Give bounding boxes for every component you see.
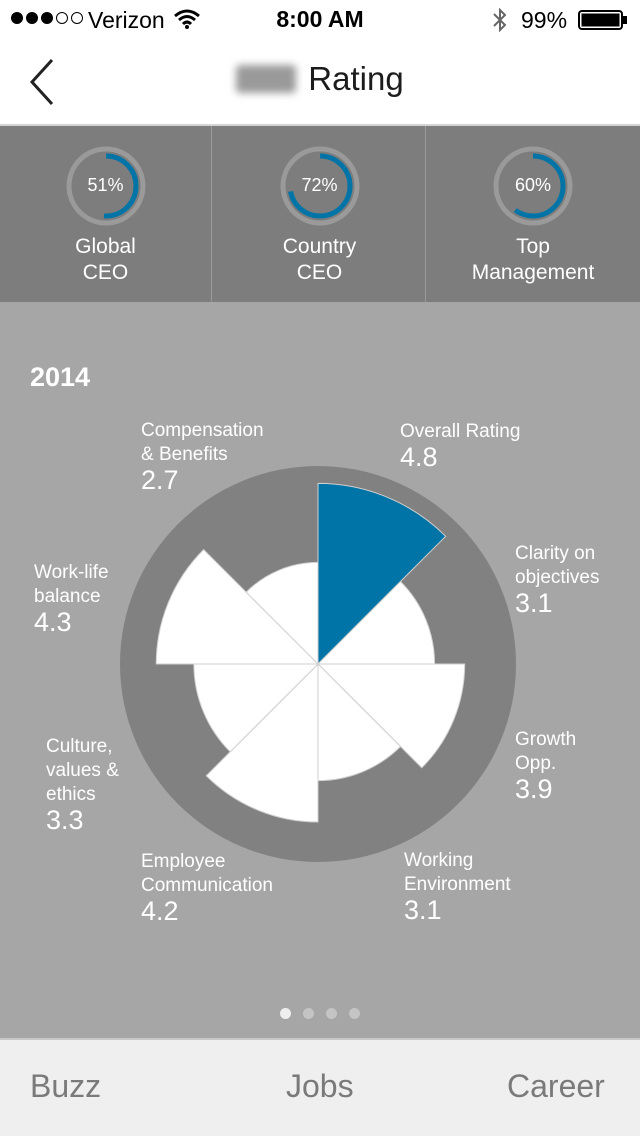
rose-petal[interactable] [316,580,436,665]
rose-petal[interactable] [245,561,319,666]
category-name: & Benefits [141,444,228,465]
gauge-progress-arc [500,153,566,219]
gauge-label: Country CEO [214,234,425,286]
status-time: 8:00 AM [276,6,364,32]
ceo-approval-gauges: 51% Global CEO 72% Country CEO 60% Top M… [0,126,640,302]
page-dot[interactable] [280,1008,291,1019]
gauge-percent: 72% [301,175,338,195]
carrier-name: Verizon [88,7,165,33]
nav-bar: Rating [0,40,640,126]
gauge-ring [280,146,359,226]
category-name: Growth [515,729,577,750]
category-name: ethics [46,784,96,805]
wifi-icon [174,9,200,29]
category-value: 3.1 [515,588,553,618]
gauge-label-line: CEO [82,261,129,284]
label-working-environment: Working Environment 3.1 [404,849,511,924]
rose-petal[interactable] [155,548,320,665]
category-name: Overall Rating [400,421,521,442]
rose-petal[interactable] [317,482,447,666]
label-employee-communication: Employee Communication 4.2 [141,850,273,925]
rating-rose-chart [120,466,516,862]
rose-petal[interactable] [205,662,319,823]
signal-strength-icon [11,12,83,26]
status-bar: Verizon 8:00 AM 99% [0,0,640,40]
gauge-track [280,146,359,226]
label-culture-values-ethics: Culture, values & ethics 3.3 [46,735,119,834]
category-name: Environment [404,874,511,895]
gauge-label: Top Management [427,234,639,286]
rose-petal[interactable] [316,663,466,769]
category-name: Employee [141,851,226,872]
tab-jobs[interactable]: Jobs [286,1068,354,1104]
category-value: 3.9 [515,774,553,804]
rating-chart-panel[interactable]: 2014 Overall Rating 4.8 Clarity on objec… [0,302,640,1038]
rose-petal[interactable] [317,662,402,782]
signal-dot [26,12,38,24]
category-name: Compensation [141,420,264,441]
category-name: Working [404,850,474,871]
label-work-life-balance: Work-life balance 4.3 [34,561,109,636]
gauge-country-ceo[interactable]: 72% Country CEO [214,126,426,302]
page-title-text: Rating [308,60,404,97]
tab-career[interactable]: Career [507,1068,605,1104]
category-name: Work-life [34,562,109,583]
gauge-percent: 60% [514,175,552,195]
gauge-progress-arc [73,153,138,219]
gauge-label: Global CEO [0,234,211,286]
category-value: 4.8 [400,442,438,472]
gauge-label-line: Global [75,235,136,258]
page-dot[interactable] [326,1008,337,1019]
chart-year: 2014 [30,362,91,392]
signal-dot [41,12,53,24]
category-value: 4.3 [34,607,72,637]
category-name: Clarity on [515,543,596,564]
page-title: Rating [0,60,640,98]
category-name: values & [46,760,119,781]
gauge-global-ceo[interactable]: 51% Global CEO [0,126,212,302]
signal-dot [71,12,83,24]
bottom-tab-bar: Buzz Jobs Career [0,1038,640,1136]
category-name: objectives [515,567,600,588]
gauge-percent: 51% [87,175,124,195]
page-dot[interactable] [303,1008,314,1019]
tab-buzz[interactable]: Buzz [30,1068,102,1104]
company-logo [236,65,297,93]
gauge-ring [66,146,145,226]
category-name: Communication [141,875,273,896]
label-compensation-benefits: Compensation & Benefits 2.7 [141,419,264,494]
gauge-label-line: Country [282,235,357,258]
category-name: Opp. [515,753,557,774]
back-button[interactable] [18,54,66,110]
category-value: 4.2 [141,896,179,926]
category-value: 3.3 [46,805,84,835]
rose-petal[interactable] [193,663,320,753]
gauge-track [66,146,145,226]
label-growth-opp: Growth Opp. 3.9 [515,728,576,803]
gauge-top-management[interactable]: 60% Top Management [427,126,639,302]
gauge-label-line: CEO [296,261,343,284]
category-name: Culture, [46,736,113,757]
category-value: 3.1 [404,895,442,925]
category-name: balance [34,586,101,607]
category-value: 2.7 [141,465,179,495]
label-overall-rating: Overall Rating 4.8 [400,420,520,471]
battery-percent: 99% [521,7,568,33]
gauge-ring [493,146,573,226]
gauge-track [493,146,573,226]
signal-dot [11,12,23,24]
label-clarity-on-objectives: Clarity on objectives 3.1 [515,542,600,617]
gauge-progress-arc [287,153,352,219]
chevron-left-icon [29,58,54,106]
page-indicator [0,1008,640,1019]
gauge-label-line: Top [516,235,550,258]
battery-icon [578,10,627,30]
signal-dot [56,12,68,24]
gauge-label-line: Management [471,261,595,284]
page-dot[interactable] [349,1008,360,1019]
bluetooth-icon [493,7,507,33]
